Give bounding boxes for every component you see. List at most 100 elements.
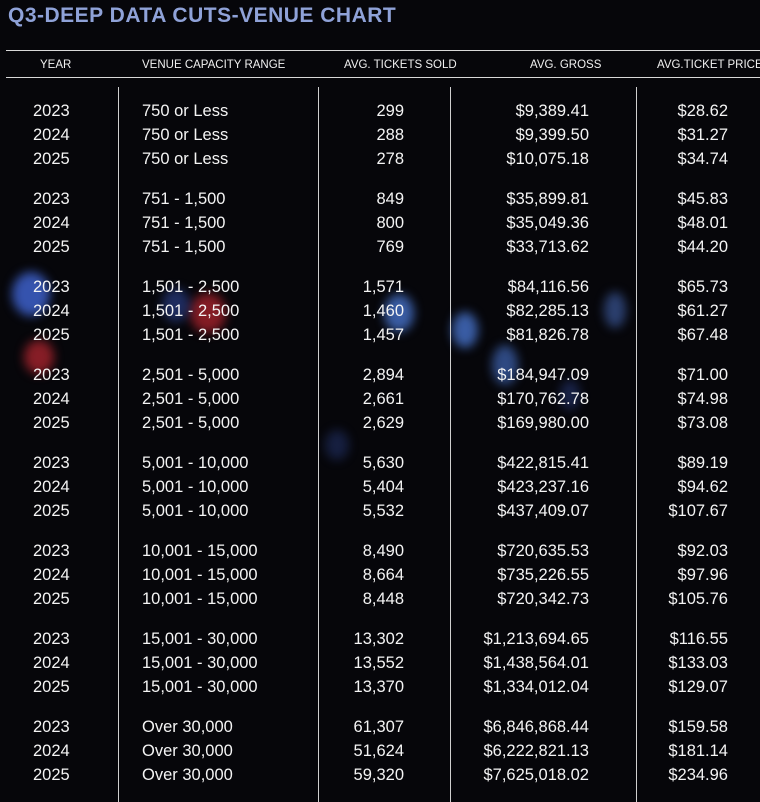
venue-range-cell: 10,001 - 15,000 [142,566,258,584]
chart-title: Q3-DEEP DATA CUTS-VENUE CHART [8,4,397,27]
gross-cell: $35,049.36 [506,214,589,232]
tickets-sold-cell: 1,571 [362,278,404,296]
column-divider [118,87,119,802]
year-cell: 2025 [33,766,70,784]
column-header-avg-tickets-sold: AVG. TICKETS SOLD [344,59,457,71]
gross-cell: $9,399.50 [515,126,589,144]
tickets-sold-cell: 51,624 [353,742,404,760]
ticket-price-cell: $181.14 [668,742,728,760]
header-top-rule [6,50,760,51]
year-cell: 2024 [33,126,70,144]
tickets-sold-cell: 2,661 [362,390,404,408]
venue-range-cell: 10,001 - 15,000 [142,542,258,560]
ticket-price-cell: $73.08 [677,414,728,432]
venue-range-cell: Over 30,000 [142,742,233,760]
year-cell: 2025 [33,238,70,256]
venue-range-cell: 750 or Less [142,150,229,168]
tickets-sold-cell: 59,320 [353,766,404,784]
gross-cell: $1,213,694.65 [483,630,589,648]
year-cell: 2025 [33,326,70,344]
ticket-price-cell: $234.96 [668,766,728,784]
gross-cell: $6,222,821.13 [483,742,589,760]
ticket-price-cell: $31.27 [677,126,728,144]
tickets-sold-cell: 13,370 [353,678,404,696]
venue-range-cell: 750 or Less [142,126,229,144]
tickets-sold-cell: 288 [376,126,404,144]
ticket-price-cell: $74.98 [677,390,728,408]
tickets-sold-cell: 278 [376,150,404,168]
venue-range-cell: 15,001 - 30,000 [142,678,258,696]
gross-cell: $184,947.09 [497,366,589,384]
gross-cell: $1,334,012.04 [483,678,589,696]
tickets-sold-cell: 1,460 [362,302,404,320]
gross-cell: $81,826.78 [506,326,589,344]
year-cell: 2023 [33,278,70,296]
ticket-price-cell: $48.01 [677,214,728,232]
gross-cell: $169,980.00 [497,414,589,432]
year-cell: 2023 [33,366,70,384]
ticket-price-cell: $116.55 [669,630,728,648]
ticket-price-cell: $97.96 [677,566,728,584]
year-cell: 2024 [33,654,70,672]
gross-cell: $437,409.07 [497,502,589,520]
tickets-sold-cell: 5,404 [362,478,404,496]
gross-cell: $720,635.53 [497,542,589,560]
gross-cell: $82,285.13 [506,302,589,320]
year-cell: 2024 [33,478,70,496]
year-cell: 2025 [33,150,70,168]
venue-range-cell: 5,001 - 10,000 [142,454,249,472]
year-cell: 2023 [33,454,70,472]
year-cell: 2024 [33,214,70,232]
gross-cell: $7,625,018.02 [483,766,589,784]
year-cell: 2023 [33,630,70,648]
tickets-sold-cell: 1,457 [362,326,404,344]
ticket-price-cell: $71.00 [677,366,728,384]
tickets-sold-cell: 8,448 [362,590,404,608]
ticket-price-cell: $129.07 [668,678,728,696]
tickets-sold-cell: 849 [376,190,404,208]
ticket-price-cell: $34.74 [677,150,728,168]
gross-cell: $10,075.18 [506,150,589,168]
year-cell: 2024 [33,566,70,584]
venue-range-cell: 10,001 - 15,000 [142,590,258,608]
year-cell: 2025 [33,590,70,608]
tickets-sold-cell: 8,490 [362,542,404,560]
tickets-sold-cell: 61,307 [353,718,404,736]
gross-cell: $170,762.78 [497,390,589,408]
gross-cell: $735,226.55 [497,566,589,584]
tickets-sold-cell: 2,894 [362,366,404,384]
header-bottom-rule [6,77,760,78]
venue-range-cell: 2,501 - 5,000 [142,366,240,384]
venue-range-cell: 15,001 - 30,000 [142,630,258,648]
venue-range-cell: 1,501 - 2,500 [142,326,240,344]
gross-cell: $6,846,868.44 [483,718,589,736]
tickets-sold-cell: 8,664 [362,566,404,584]
tickets-sold-cell: 800 [376,214,404,232]
year-cell: 2025 [33,502,70,520]
venue-range-cell: Over 30,000 [142,718,233,736]
column-divider [318,87,319,802]
tickets-sold-cell: 299 [376,102,404,120]
year-cell: 2024 [33,742,70,760]
column-header-year: YEAR [40,59,72,71]
venue-range-cell: 751 - 1,500 [142,238,226,256]
ticket-price-cell: $45.83 [677,190,728,208]
gross-cell: $423,237.16 [497,478,589,496]
venue-range-cell: 5,001 - 10,000 [142,478,249,496]
venue-range-cell: 1,501 - 2,500 [142,302,240,320]
year-cell: 2023 [33,190,70,208]
tickets-sold-cell: 5,532 [362,502,404,520]
ticket-price-cell: $61.27 [677,302,728,320]
year-cell: 2024 [33,390,70,408]
gross-cell: $1,438,564.01 [483,654,589,672]
ticket-price-cell: $159.58 [668,718,728,736]
ticket-price-cell: $92.03 [677,542,728,560]
tickets-sold-cell: 2,629 [362,414,404,432]
venue-range-cell: 5,001 - 10,000 [142,502,249,520]
bokeh-light [604,292,626,328]
column-header-avg-gross: AVG. GROSS [530,59,602,71]
year-cell: 2025 [33,414,70,432]
venue-range-cell: 15,001 - 30,000 [142,654,258,672]
ticket-price-cell: $65.73 [677,278,728,296]
venue-range-cell: 2,501 - 5,000 [142,414,240,432]
